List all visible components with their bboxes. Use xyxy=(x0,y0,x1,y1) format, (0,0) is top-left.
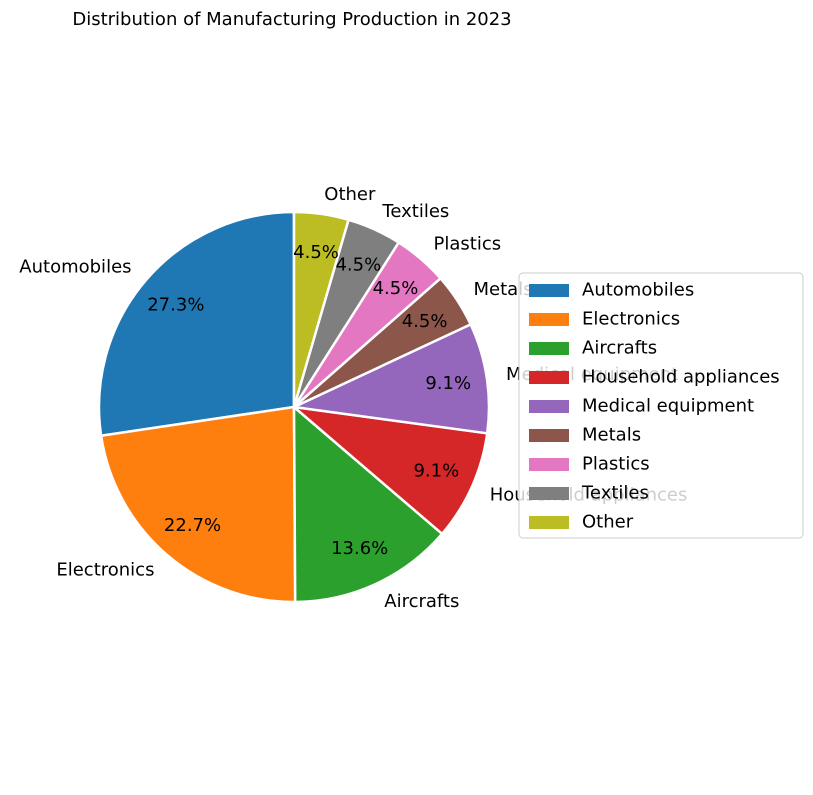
legend-label-electronics: Electronics xyxy=(582,309,680,330)
legend-swatch-metals xyxy=(529,429,569,442)
slice-electronics xyxy=(99,405,297,604)
legend-swatch-electronics xyxy=(529,313,569,326)
legend-label-metals: Metals xyxy=(582,425,641,446)
chart-title: Distribution of Manufacturing Production… xyxy=(72,9,511,30)
slice-label-aircrafts: Aircrafts xyxy=(384,591,459,612)
slice-aircrafts xyxy=(292,405,444,604)
legend-label-textiles: Textiles xyxy=(581,483,649,504)
percent-label-textiles: 4.5% xyxy=(335,254,381,275)
legend-label-aircrafts: Aircrafts xyxy=(582,338,657,359)
percent-label-automobiles: 27.3% xyxy=(147,295,204,316)
legend-box xyxy=(518,272,804,539)
slice-household-appliances xyxy=(292,405,489,536)
legend-swatch-aircrafts xyxy=(529,342,569,355)
slice-label-electronics: Electronics xyxy=(56,559,154,580)
slice-label-plastics: Plastics xyxy=(434,234,502,255)
slice-automobiles xyxy=(97,210,296,437)
legend: Automobiles Electronics Aircrafts Household… xyxy=(518,272,804,539)
legend-label-plastics: Plastics xyxy=(582,454,650,475)
slice-other xyxy=(292,210,350,409)
percent-labels: 27.3%22.7%13.6%9.1%9.1%4.5%4.5%4.5%4.5% xyxy=(147,242,471,559)
legend-swatch-textiles xyxy=(529,487,569,500)
legend-swatch-plastics xyxy=(529,458,569,471)
slice-label-textiles: Textiles xyxy=(381,201,449,222)
legend-label-automobiles: Automobiles xyxy=(582,280,694,301)
percent-label-plastics: 4.5% xyxy=(373,278,419,299)
percent-label-aircrafts: 13.6% xyxy=(331,538,388,559)
slice-label-metals: Metals xyxy=(474,279,533,300)
legend-swatch-other xyxy=(529,516,569,529)
percent-label-metals: 4.5% xyxy=(402,311,448,332)
percent-label-household-appliances: 9.1% xyxy=(413,460,459,481)
percent-label-medical-equipment: 9.1% xyxy=(425,373,471,394)
legend-label-household-appliances: Household appliances xyxy=(582,367,780,388)
slice-label-other: Other xyxy=(324,184,376,205)
percent-label-electronics: 22.7% xyxy=(164,515,221,536)
percent-label-other: 4.5% xyxy=(293,242,339,263)
legend-swatch-household-appliances xyxy=(529,371,569,384)
slice-medical-equipment xyxy=(292,323,491,435)
legend-label-medical-equipment: Medical equipment xyxy=(582,396,754,417)
legend-swatch-automobiles xyxy=(529,284,569,297)
pie-slices xyxy=(97,210,491,604)
legend-label-other: Other xyxy=(582,512,634,533)
slice-label-automobiles: Automobiles xyxy=(19,256,131,277)
legend-swatch-medical-equipment xyxy=(529,400,569,413)
